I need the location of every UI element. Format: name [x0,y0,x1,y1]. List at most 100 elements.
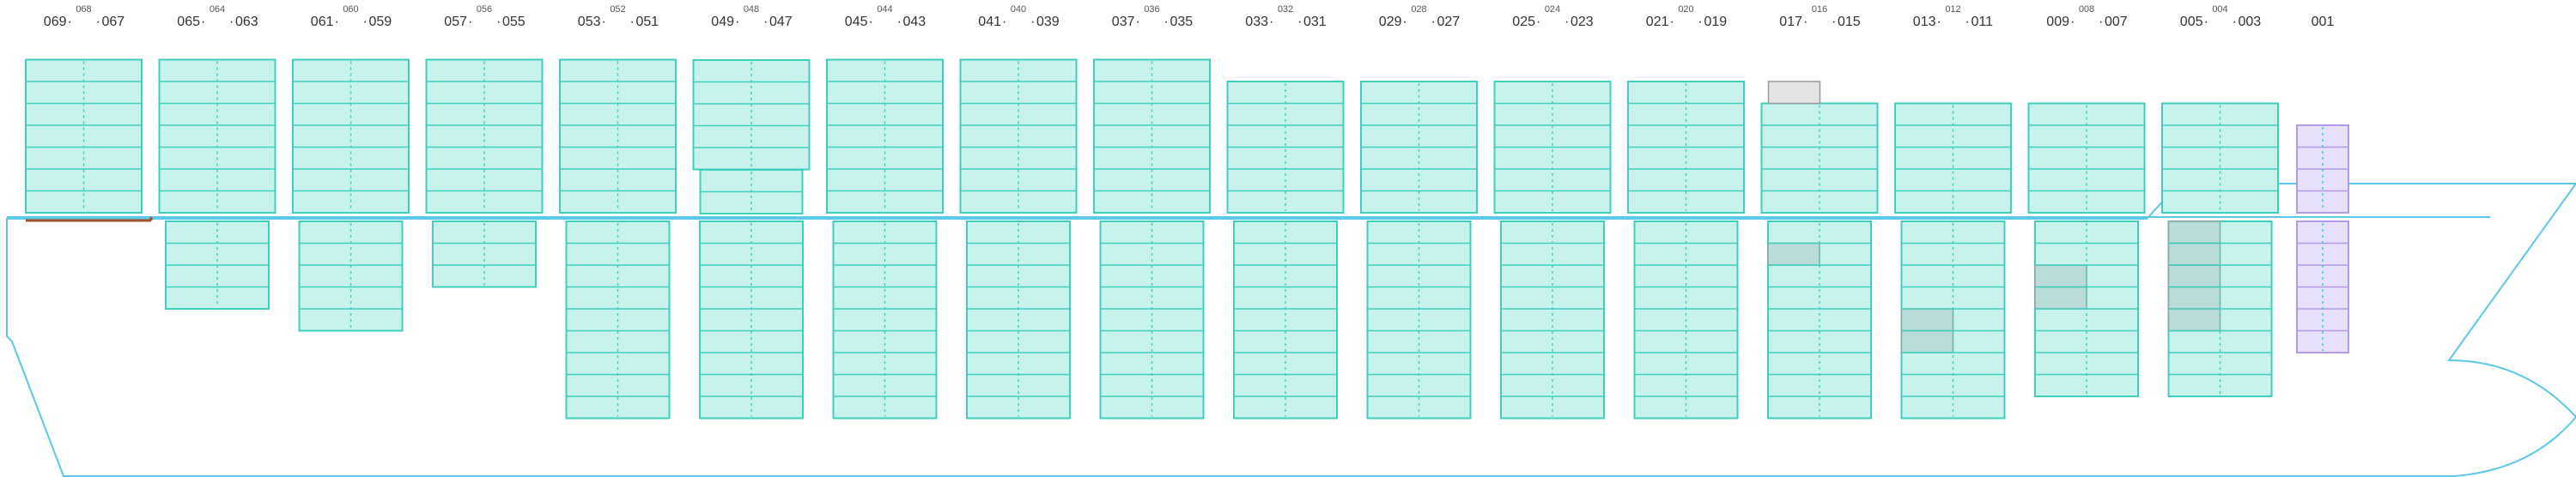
hold-slot[interactable] [2035,331,2138,353]
deck-slot[interactable] [1762,191,1878,214]
deck-slot[interactable] [1228,82,1344,104]
deck-slot[interactable] [26,169,142,191]
hold-slot[interactable] [1635,265,1738,287]
hold-slot[interactable] [1101,396,1204,419]
deck-slot[interactable] [2029,169,2145,191]
deck-slot[interactable] [1895,148,2011,170]
hold-slot[interactable] [2297,221,2348,244]
deck-slot[interactable] [1361,148,1477,170]
hold-slot[interactable] [2035,244,2138,266]
hold-slot[interactable] [567,309,670,331]
hold-slot[interactable] [1101,375,1204,397]
deck-slot[interactable] [827,191,943,214]
deck-slot[interactable] [961,191,1077,214]
hold-slot[interactable] [1234,396,1337,419]
hold-slot[interactable] [166,221,269,244]
deck-slot[interactable] [961,125,1077,148]
hold-slot[interactable] [166,287,269,310]
hold-slot[interactable] [1635,244,1738,266]
hold-slot[interactable] [1501,331,1604,353]
deck-slot[interactable] [827,125,943,148]
hold-slot[interactable] [300,244,403,266]
deck-slot[interactable] [1762,125,1878,148]
deck-slot[interactable] [1628,82,1744,104]
hold-slot[interactable] [433,221,536,244]
hold-slot[interactable] [2035,353,2138,375]
hold-slot[interactable] [1635,287,1738,310]
hold-slot[interactable] [2297,265,2348,287]
hold-slot[interactable] [567,244,670,266]
hold-slot[interactable] [700,331,803,353]
deck-slot[interactable] [560,125,676,148]
deck-slot[interactable] [560,148,676,170]
hold-slot[interactable] [1768,375,1871,397]
hold-slot[interactable] [166,244,269,266]
deck-slot[interactable] [1094,125,1210,148]
hold-slot[interactable] [1501,375,1604,397]
deck-slot[interactable] [827,104,943,126]
hold-slot[interactable] [1368,353,1471,375]
deck-slot[interactable] [1628,169,1744,191]
hold-slot[interactable] [967,353,1070,375]
deck-slot[interactable] [961,104,1077,126]
hold-slot[interactable] [2169,244,2272,266]
deck-slot[interactable] [1495,191,1611,214]
deck-slot[interactable] [1228,148,1344,170]
hold-slot[interactable] [567,375,670,397]
hold-slot[interactable] [1635,309,1738,331]
hold-slot[interactable] [700,265,803,287]
hold-slot[interactable] [1101,244,1204,266]
hold-slot[interactable] [834,265,937,287]
deck-slot[interactable] [560,191,676,214]
deck-slot[interactable] [961,60,1077,82]
deck-slot[interactable] [26,82,142,104]
hold-slot[interactable] [1501,244,1604,266]
deck-slot[interactable] [701,192,803,214]
hold-slot[interactable] [834,221,937,244]
deck-slot[interactable] [2297,125,2348,148]
hold-slot[interactable] [567,396,670,419]
hold-slot[interactable] [2035,309,2138,331]
deck-slot[interactable] [293,169,409,191]
deck-slot[interactable] [2297,169,2348,191]
deck-slot[interactable] [694,82,810,105]
hold-slot[interactable] [1234,331,1337,353]
hold-slot[interactable] [834,353,937,375]
deck-slot[interactable] [1628,125,1744,148]
deck-slot[interactable] [1228,169,1344,191]
hold-slot[interactable] [1768,396,1871,419]
hold-slot[interactable] [1234,309,1337,331]
hold-slot[interactable] [1768,265,1871,287]
hold-slot[interactable] [2297,309,2348,331]
deck-slot[interactable] [1094,104,1210,126]
hold-slot[interactable] [1902,396,2005,419]
hold-slot[interactable] [2169,221,2272,244]
hold-slot[interactable] [1902,375,2005,397]
hold-slot[interactable] [433,244,536,266]
hold-slot[interactable] [1101,331,1204,353]
hold-slot[interactable] [700,375,803,397]
hold-slot[interactable] [1234,221,1337,244]
deck-slot[interactable] [560,169,676,191]
deck-slot[interactable] [560,82,676,104]
hold-slot[interactable] [1101,287,1204,310]
deck-slot[interactable] [293,82,409,104]
hold-slot[interactable] [967,265,1070,287]
occupied-slot[interactable] [2034,286,2087,310]
deck-slot[interactable] [1361,82,1477,104]
hold-slot[interactable] [834,331,937,353]
hold-slot[interactable] [2169,287,2272,310]
deck-slot[interactable] [2162,191,2278,214]
hold-slot[interactable] [700,309,803,331]
hold-slot[interactable] [2169,309,2272,331]
deck-slot[interactable] [961,169,1077,191]
hold-slot[interactable] [567,287,670,310]
deck-slot[interactable] [694,126,810,148]
deck-slot[interactable] [1895,104,2011,126]
hold-slot[interactable] [1768,331,1871,353]
deck-slot[interactable] [2162,104,2278,126]
deck-slot[interactable] [1495,148,1611,170]
deck-slot[interactable] [961,148,1077,170]
hold-slot[interactable] [1902,353,2005,375]
deck-slot[interactable] [1094,60,1210,82]
